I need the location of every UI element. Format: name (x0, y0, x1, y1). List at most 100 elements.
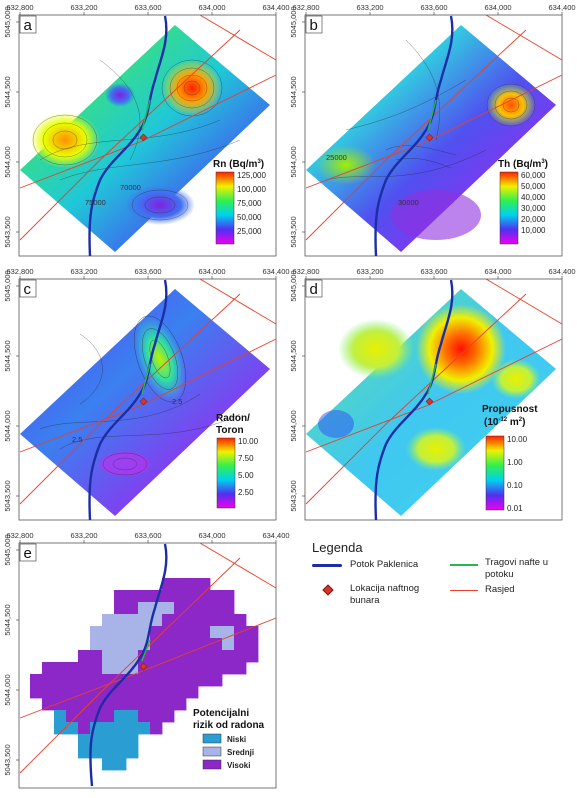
frame-d (304, 278, 563, 521)
well-marker (425, 397, 434, 406)
risk-cell (174, 614, 187, 627)
risk-cell (78, 650, 91, 663)
x-axis-ticks: 632,800 633,200 633,600 634,000 634,400 (6, 3, 290, 15)
fault-line (19, 617, 277, 719)
risk-cell (162, 698, 175, 711)
well-legend-icon (322, 584, 334, 596)
risk-cell (198, 662, 211, 675)
risk-cell (102, 710, 115, 723)
well-marker (139, 133, 148, 142)
risk-cell (186, 578, 199, 591)
risk-cell (174, 626, 187, 639)
map-d-high (416, 304, 506, 394)
risk-cell (186, 626, 199, 639)
map-b-high (486, 83, 536, 127)
risk-cell (126, 686, 139, 699)
frame-c (18, 278, 277, 521)
fault-line (19, 29, 241, 241)
risk-cell (150, 686, 163, 699)
x-tick-label: 633,600 (420, 3, 447, 12)
x-tick-label: 634,000 (198, 531, 225, 540)
risk-cell (78, 698, 91, 711)
y-axis-ticks: 5045,000 5044,500 5044,000 5043,500 (3, 6, 19, 248)
risk-cell (54, 662, 67, 675)
y-tick-label: 5044,500 (3, 76, 12, 107)
contour-label: 30000 (398, 198, 419, 207)
risk-cell (102, 662, 115, 675)
y-tick-label: 5043,500 (289, 216, 298, 247)
risk-cell (234, 638, 247, 651)
risk-cell (186, 662, 199, 675)
risk-class-label: Srednji (227, 748, 254, 757)
risk-cell (246, 650, 259, 663)
panel-letter-box (305, 15, 323, 34)
risk-cell (198, 626, 211, 639)
contour-label: 2.5 (172, 397, 182, 406)
colorbar-tick: 40,000 (521, 193, 546, 202)
risk-cell (78, 722, 91, 735)
oil-trace-legend-icon (450, 564, 478, 566)
colorbar-tick: 75,000 (237, 199, 262, 208)
colorbar-tick: 50,000 (237, 213, 262, 222)
stream-legend-icon (312, 564, 342, 567)
risk-cell (114, 698, 127, 711)
risk-cell (90, 638, 103, 651)
x-tick-label: 633,200 (70, 531, 97, 540)
risk-cell (126, 626, 139, 639)
x-tick-label: 632,800 (6, 3, 33, 12)
risk-cell (54, 686, 67, 699)
risk-cell (210, 662, 223, 675)
fault-line (305, 293, 527, 505)
map-d-high4 (491, 359, 541, 399)
map-c-low (100, 452, 150, 476)
oil-trace (141, 363, 151, 395)
risk-cell (186, 590, 199, 603)
map-panel-a: 70000 75000 a Rn (Bq/m3) 125,000 100,000… (0, 0, 290, 262)
colorbar-tick: 50,000 (521, 182, 546, 191)
risk-cell (162, 590, 175, 603)
colorbar-title: Th (Bq/m3) (498, 159, 548, 170)
y-tick-label: 5044,500 (289, 76, 298, 107)
fault-line (199, 14, 277, 61)
risk-cell (174, 602, 187, 615)
y-axis-ticks: 5045,000 5044,500 5044,000 5043,500 (289, 270, 305, 512)
risk-cell (162, 686, 175, 699)
risk-cell (126, 638, 139, 651)
oil-trace (427, 363, 437, 395)
panel-letter: b (310, 17, 318, 34)
y-tick-label: 5043,500 (289, 480, 298, 511)
map-b-high2 (316, 145, 376, 185)
risk-cell (42, 674, 55, 687)
x-tick-label: 634,000 (484, 3, 511, 12)
risk-swatch-srednji (202, 746, 222, 757)
fault-line (305, 338, 563, 453)
risk-cell (234, 650, 247, 663)
risk-cell (126, 590, 139, 603)
risk-legend: Potencijalni rizik od radona Niski Sredn… (193, 708, 265, 770)
x-tick-label: 634,000 (484, 267, 511, 276)
risk-cell (138, 686, 151, 699)
risk-cell (90, 746, 103, 759)
risk-cell (150, 722, 163, 735)
risk-cell (114, 710, 127, 723)
map-b-low (391, 190, 481, 240)
panel-letter: e (24, 545, 32, 562)
x-tick-label: 634,400 (548, 267, 575, 276)
x-axis-ticks: 632,800 633,200 633,600 634,000 634,400 (6, 531, 290, 543)
contour-label: 25000 (326, 153, 347, 162)
colorbar-title: Rn (Bq/m3) (213, 159, 264, 170)
contours-c (39, 315, 241, 476)
y-tick-label: 5044,500 (3, 340, 12, 371)
risk-cell (138, 590, 151, 603)
x-tick-label: 634,400 (262, 267, 289, 276)
risk-cell (42, 686, 55, 699)
frame-a (18, 14, 277, 257)
x-tick-label: 632,800 (6, 267, 33, 276)
fault-line (199, 542, 277, 589)
risk-legend-title: Potencijalni (193, 708, 249, 719)
x-axis-ticks: 632,800 633,200 633,600 634,000 634,400 (292, 3, 576, 15)
fault-line (19, 338, 277, 453)
risk-cell (174, 674, 187, 687)
risk-cell (186, 614, 199, 627)
y-tick-label: 5044,000 (3, 146, 12, 177)
